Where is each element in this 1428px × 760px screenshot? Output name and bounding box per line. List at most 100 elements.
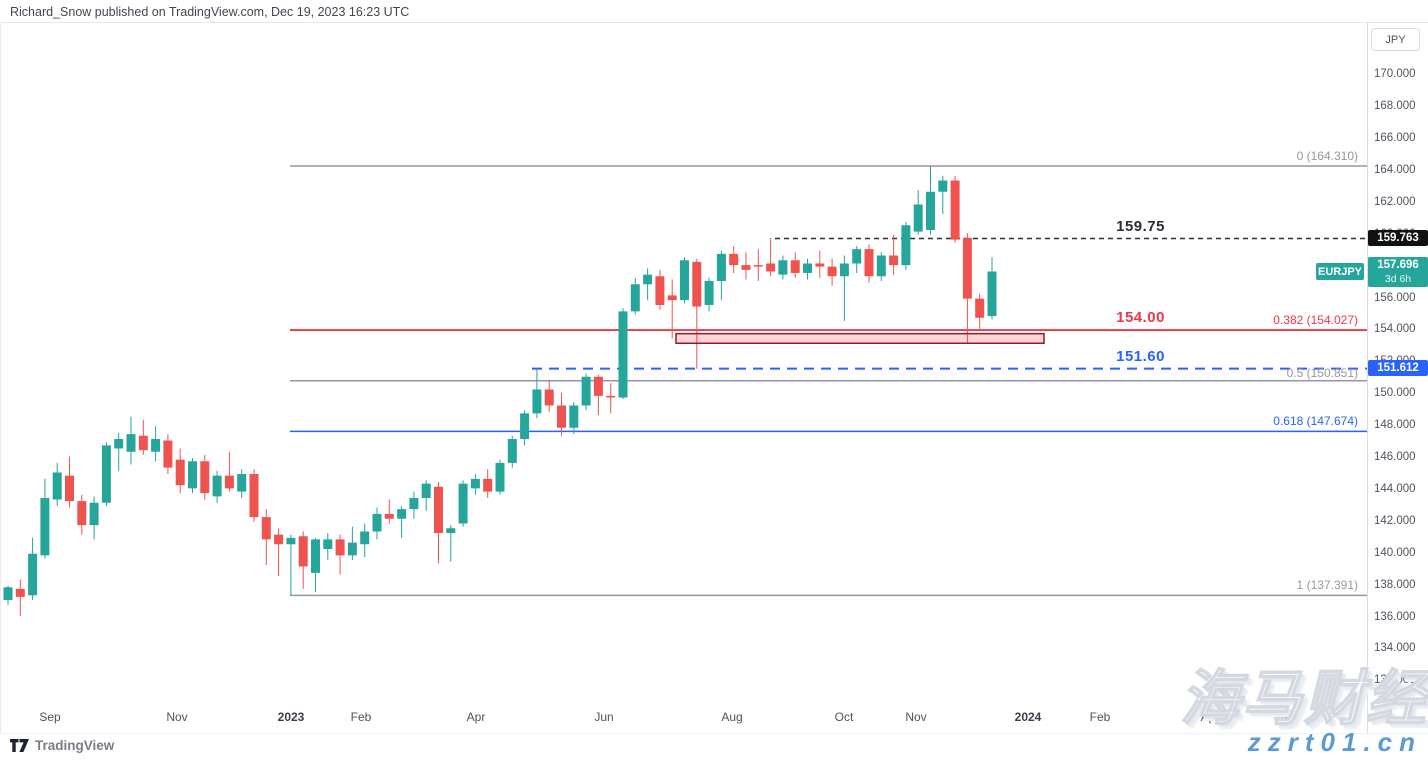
tradingview-logo[interactable]: TradingView xyxy=(10,738,114,753)
candle xyxy=(827,258,837,286)
candle xyxy=(520,410,530,446)
candle xyxy=(864,244,874,283)
candle xyxy=(790,252,800,278)
candle xyxy=(680,257,689,304)
candle xyxy=(962,233,972,344)
time-tick-nov: Nov xyxy=(166,710,188,724)
candle xyxy=(483,469,493,498)
price-badge-dotted-level: 159.763 xyxy=(1368,230,1428,247)
price-axis-divider xyxy=(1367,22,1368,733)
candle xyxy=(987,257,997,320)
candle xyxy=(655,269,665,310)
time-tick-jun: Jun xyxy=(594,710,614,724)
candle xyxy=(557,392,566,436)
candle xyxy=(926,166,935,235)
candle xyxy=(188,458,197,494)
time-tick-2023: 2023 xyxy=(277,710,305,724)
watermark-chinese: 海马财经 xyxy=(1179,664,1428,733)
candle xyxy=(766,237,776,277)
supply-zone-box[interactable] xyxy=(675,332,1045,344)
time-tick-may: May xyxy=(1273,710,1297,724)
candle xyxy=(618,308,628,400)
candle xyxy=(15,579,25,616)
price-tick: 166.000 xyxy=(1374,132,1416,145)
candle xyxy=(667,279,677,339)
candle xyxy=(975,293,985,331)
candle xyxy=(938,175,948,215)
price-tick: 138.000 xyxy=(1374,578,1416,591)
time-tick-aug: Aug xyxy=(721,710,743,724)
candle xyxy=(889,234,899,275)
price-badge-dashed-level: 151.612 xyxy=(1368,360,1428,377)
price-tick: 140.000 xyxy=(1374,546,1416,559)
candle xyxy=(704,277,714,312)
candle xyxy=(852,245,862,274)
price-tick: 156.000 xyxy=(1374,291,1416,304)
fib-1-label: 1 (137.391) xyxy=(1296,578,1358,593)
candle xyxy=(298,531,308,589)
support-1516-label: 151.60 xyxy=(1116,347,1165,365)
publish-attribution: Richard_Snow published on TradingView.co… xyxy=(10,5,410,19)
candle xyxy=(311,537,320,593)
candle xyxy=(495,459,505,495)
price-tick: 148.000 xyxy=(1374,419,1416,432)
fib-0382-label: 0.382 (154.027) xyxy=(1273,313,1358,328)
time-tick-feb: Feb xyxy=(1089,710,1111,724)
candle xyxy=(65,456,74,508)
candle xyxy=(286,534,296,596)
candle xyxy=(470,474,480,495)
candle xyxy=(593,375,603,416)
candlestick-chart-pane[interactable] xyxy=(0,0,1367,733)
candle xyxy=(372,507,382,540)
fib-0618-label: 0.618 (147.674) xyxy=(1273,414,1358,429)
candle xyxy=(261,509,271,565)
fib-05-label: 0.5 (150.851) xyxy=(1286,365,1358,380)
last-price-value: 157.696 xyxy=(1377,258,1419,271)
candle xyxy=(126,416,136,465)
bottom-divider xyxy=(0,733,1428,734)
price-tick: 134.000 xyxy=(1374,642,1416,655)
candle xyxy=(630,277,640,315)
price-tick: 164.000 xyxy=(1374,163,1416,176)
candle xyxy=(913,190,923,235)
candle xyxy=(89,496,99,540)
time-tick-apr: Apr xyxy=(466,710,486,724)
top-divider xyxy=(0,22,1428,23)
candle xyxy=(40,478,50,559)
candle xyxy=(507,435,517,468)
candle xyxy=(716,250,726,301)
left-divider xyxy=(0,22,1,733)
candle xyxy=(347,526,357,561)
price-badge-value: 151.612 xyxy=(1377,362,1419,375)
currency-toggle-button[interactable]: JPY xyxy=(1371,28,1420,51)
bar-countdown: 3d 6h xyxy=(1384,272,1412,285)
support-154-label: 154.00 xyxy=(1116,309,1165,327)
candle xyxy=(532,368,542,419)
candle xyxy=(274,528,284,577)
candle xyxy=(643,268,653,301)
price-tick: 132.000 xyxy=(1374,674,1416,687)
candle xyxy=(729,245,739,274)
candle xyxy=(114,432,124,471)
price-tick: 142.000 xyxy=(1374,514,1416,527)
candle xyxy=(950,175,960,243)
candle xyxy=(212,470,222,503)
candle xyxy=(434,482,443,564)
candle xyxy=(692,258,702,369)
candle xyxy=(581,373,591,411)
candle xyxy=(446,525,456,562)
tradingview-logo-icon xyxy=(10,739,29,752)
candle xyxy=(569,402,579,435)
candle xyxy=(28,537,38,601)
candle xyxy=(77,494,87,535)
time-tick-apr: Apr xyxy=(1200,710,1220,724)
time-tick-nov: Nov xyxy=(905,710,927,724)
last-price-badge: 157.696 3d 6h xyxy=(1368,256,1428,287)
candle xyxy=(544,379,554,412)
candle xyxy=(741,252,751,280)
candle xyxy=(458,480,468,527)
candle xyxy=(815,250,825,278)
price-tick: 144.000 xyxy=(1374,482,1416,495)
symbol-price-flag: EURJPY xyxy=(1316,263,1364,281)
